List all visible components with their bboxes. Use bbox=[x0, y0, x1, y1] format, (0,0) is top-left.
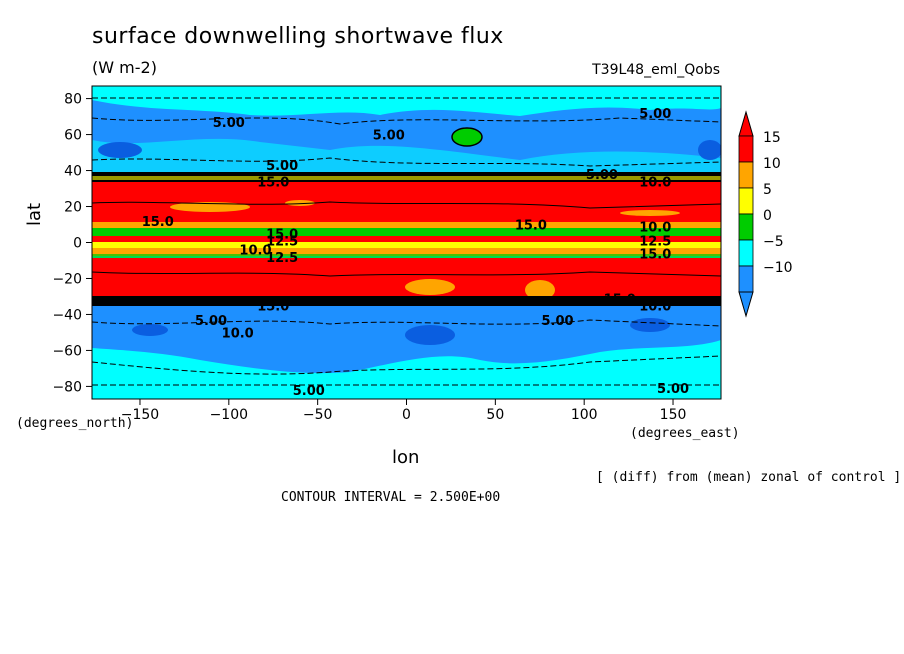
colorbar-swatch bbox=[738, 265, 754, 293]
y-tick-label: −40 bbox=[52, 307, 82, 323]
contour-label: 10.0 bbox=[639, 175, 671, 190]
contour-label: 10.0 bbox=[239, 244, 271, 259]
contour-label: 5.00 bbox=[657, 382, 689, 397]
colorbar-swatch bbox=[738, 135, 754, 163]
colorbar-top-arrow bbox=[738, 110, 754, 137]
x-tick-label: 100 bbox=[571, 407, 598, 423]
contour-label: 10.0 bbox=[639, 299, 671, 314]
contour-label: 5.00 bbox=[266, 159, 298, 174]
x-units-label: (degrees_east) bbox=[630, 426, 740, 441]
colorbar-label: −10 bbox=[763, 260, 793, 276]
x-tick-label: −50 bbox=[303, 407, 333, 423]
colorbar-bottom-arrow bbox=[738, 291, 754, 318]
contour-label: 5.00 bbox=[541, 314, 573, 329]
y-tick-label: −60 bbox=[52, 343, 82, 359]
x-axis-label: lon bbox=[392, 447, 420, 468]
contour-label: 15.0 bbox=[142, 215, 174, 230]
y-tick-label: 40 bbox=[64, 164, 82, 180]
contour-label: 5.00 bbox=[195, 314, 227, 329]
run-label: T39L48_eml_Qobs bbox=[592, 62, 720, 78]
x-tick-label: 150 bbox=[660, 407, 687, 423]
x-tick-label: 50 bbox=[486, 407, 504, 423]
x-tick-label: 0 bbox=[402, 407, 411, 423]
chart-title: surface downwelling shortwave flux bbox=[92, 24, 504, 49]
x-tick-label: −100 bbox=[210, 407, 248, 423]
contour-label: 15.0 bbox=[515, 219, 547, 234]
contour-label: 10.0 bbox=[639, 220, 671, 235]
colorbar-swatch bbox=[738, 213, 754, 241]
colorbar-label: 10 bbox=[763, 156, 781, 172]
contour-label: 15.0 bbox=[639, 247, 671, 262]
contour-label: 5.00 bbox=[586, 168, 618, 183]
y-tick-label: 80 bbox=[64, 92, 82, 108]
colorbar-label: 5 bbox=[763, 182, 772, 198]
colorbar-label: −5 bbox=[763, 234, 784, 250]
note-label: [ (diff) from (mean) zonal of control ] bbox=[596, 470, 902, 485]
contour-label: 12.5 bbox=[266, 235, 298, 250]
contour-label: 15.0 bbox=[257, 175, 289, 190]
y-tick-label: −20 bbox=[52, 271, 82, 287]
colorbar-swatch bbox=[738, 239, 754, 267]
contour-label: 5.00 bbox=[293, 384, 325, 399]
contour-label: 5.00 bbox=[373, 129, 405, 144]
y-tick-label: −80 bbox=[52, 379, 82, 395]
contour-field bbox=[92, 86, 721, 399]
contour-label: 10.0 bbox=[222, 326, 254, 341]
contour-label: 5.00 bbox=[213, 116, 245, 131]
y-axis-label: lat bbox=[24, 202, 45, 226]
x-tick-label: −150 bbox=[121, 407, 159, 423]
y-tick-label: 60 bbox=[64, 128, 82, 144]
contour-label: 15.0 bbox=[604, 292, 636, 307]
contour-label: 15.0 bbox=[257, 299, 289, 314]
colorbar-swatch bbox=[738, 187, 754, 215]
y-units-label: (degrees_north) bbox=[16, 416, 134, 431]
contour-interval-label: CONTOUR INTERVAL = 2.500E+00 bbox=[281, 490, 501, 505]
colorbar-label: 15 bbox=[763, 130, 781, 146]
y-tick-label: 0 bbox=[73, 236, 82, 252]
y-tick-label: 20 bbox=[64, 200, 82, 216]
colorbar-swatch bbox=[738, 161, 754, 189]
colorbar-label: 0 bbox=[763, 208, 772, 224]
contour-label: 5.00 bbox=[639, 107, 671, 122]
contour-label: 12.5 bbox=[266, 251, 298, 266]
contour-label: 15.0 bbox=[266, 228, 298, 243]
chart-subtitle: (W m-2) bbox=[92, 58, 157, 77]
contour-label: 12.5 bbox=[639, 235, 671, 250]
